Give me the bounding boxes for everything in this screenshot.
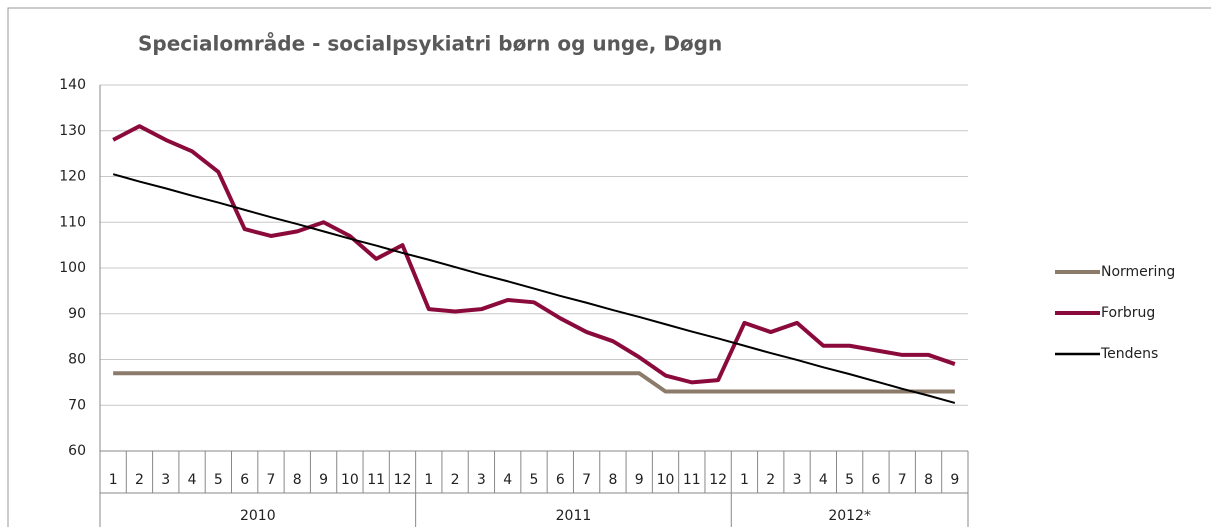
- x-tick-label: 8: [293, 472, 302, 488]
- x-tick-label: 9: [950, 472, 959, 488]
- x-tick-label: 4: [188, 472, 197, 488]
- x-tick-label: 3: [793, 472, 802, 488]
- x-tick-label: 1: [740, 472, 749, 488]
- y-tick-label: 60: [68, 443, 86, 459]
- x-tick-label: 10: [657, 472, 675, 488]
- x-tick-label: 7: [267, 472, 276, 488]
- group-label: 2010: [240, 508, 276, 524]
- x-tick-label: 8: [608, 472, 617, 488]
- x-tick-label: 1: [109, 472, 118, 488]
- x-tick-label: 3: [477, 472, 486, 488]
- x-tick-label: 11: [683, 472, 701, 488]
- x-tick-label: 10: [341, 472, 359, 488]
- x-tick-label: 5: [845, 472, 854, 488]
- x-tick-label: 4: [503, 472, 512, 488]
- series-line: [112, 124, 956, 385]
- x-tick-label: 6: [556, 472, 565, 488]
- series-line: [112, 173, 956, 404]
- legend-label: Forbrug: [1101, 305, 1155, 321]
- y-tick-label: 140: [59, 77, 86, 93]
- x-tick-label: 7: [582, 472, 591, 488]
- x-tick-label: 2: [451, 472, 460, 488]
- x-tick-label: 9: [319, 472, 328, 488]
- x-tick-label: 12: [394, 472, 412, 488]
- x-tick-label: 8: [924, 472, 933, 488]
- y-tick-label: 110: [59, 214, 86, 230]
- y-tick-label: 90: [68, 306, 86, 322]
- y-tick-label: 120: [59, 169, 86, 185]
- chart-title: Specialområde - socialpsykiatri børn og …: [138, 32, 722, 56]
- x-tick-label: 9: [635, 472, 644, 488]
- legend-label: Tendens: [1100, 346, 1158, 362]
- x-tick-label: 5: [214, 472, 223, 488]
- x-tick-label: 3: [161, 472, 170, 488]
- group-label: 2011: [556, 508, 592, 524]
- group-label: 2012*: [828, 508, 871, 524]
- x-tick-label: 12: [709, 472, 727, 488]
- y-tick-label: 100: [59, 260, 86, 276]
- x-tick-label: 6: [240, 472, 249, 488]
- x-tick-label: 7: [898, 472, 907, 488]
- series-line: [113, 371, 955, 394]
- x-tick-label: 11: [367, 472, 385, 488]
- x-tick-label: 5: [530, 472, 539, 488]
- x-tick-label: 1: [424, 472, 433, 488]
- x-tick-label: 4: [819, 472, 828, 488]
- legend-label: Normering: [1101, 264, 1175, 280]
- y-tick-label: 130: [59, 123, 86, 139]
- x-tick-label: 6: [871, 472, 880, 488]
- x-tick-label: 2: [766, 472, 775, 488]
- x-tick-label: 2: [135, 472, 144, 488]
- y-tick-label: 70: [68, 397, 86, 413]
- y-tick-label: 80: [68, 352, 86, 368]
